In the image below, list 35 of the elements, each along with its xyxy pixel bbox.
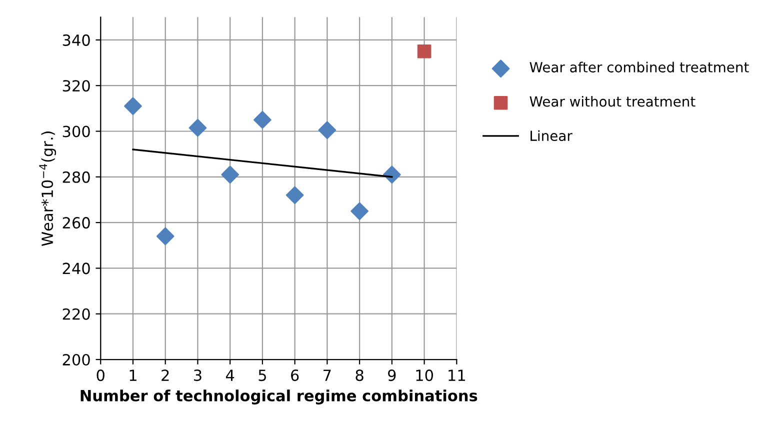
point	[156, 227, 174, 246]
x-tick-label: 10	[416, 370, 433, 382]
y-tick-label: 260	[62, 217, 90, 229]
point	[254, 110, 272, 129]
point	[221, 166, 239, 184]
x-tick-label: 1	[130, 370, 136, 381]
x-axis-title: Number of technological regime combinations	[80, 390, 478, 404]
x-tick-label: 5	[258, 370, 266, 382]
y-tick-label: 240	[62, 262, 90, 274]
x-tick-label: 3	[194, 370, 202, 382]
legend-label: Wear after combined treatment	[530, 62, 749, 72]
x-tick-label: 8	[356, 370, 364, 382]
y-tick-label: 200	[62, 354, 90, 366]
y-tick-label: 340	[62, 34, 90, 46]
point	[286, 186, 304, 204]
point	[383, 166, 401, 184]
x-tick-label: 11	[448, 370, 465, 381]
point	[124, 97, 142, 116]
y-tick-label: 320	[62, 80, 90, 92]
x-tick-label: 2	[162, 370, 169, 381]
point	[188, 118, 207, 137]
x-tick-label: 6	[291, 370, 299, 382]
y-tick-label: 220	[62, 308, 90, 320]
y-tick-label: 280	[62, 171, 90, 183]
legend-label: Wear without treatment	[530, 96, 696, 107]
x-tick-label: 0	[96, 370, 104, 382]
point	[350, 202, 368, 220]
y-axis-title: Wear*10$^{−4}$(gr.)	[39, 132, 56, 246]
point	[417, 44, 432, 58]
point	[318, 121, 336, 140]
x-tick-label: 4	[226, 370, 234, 381]
x-tick-label: 7	[324, 370, 331, 381]
x-tick-label: 9	[388, 370, 396, 382]
y-tick-label: 300	[62, 126, 90, 138]
legend-label: Linear	[530, 130, 572, 142]
